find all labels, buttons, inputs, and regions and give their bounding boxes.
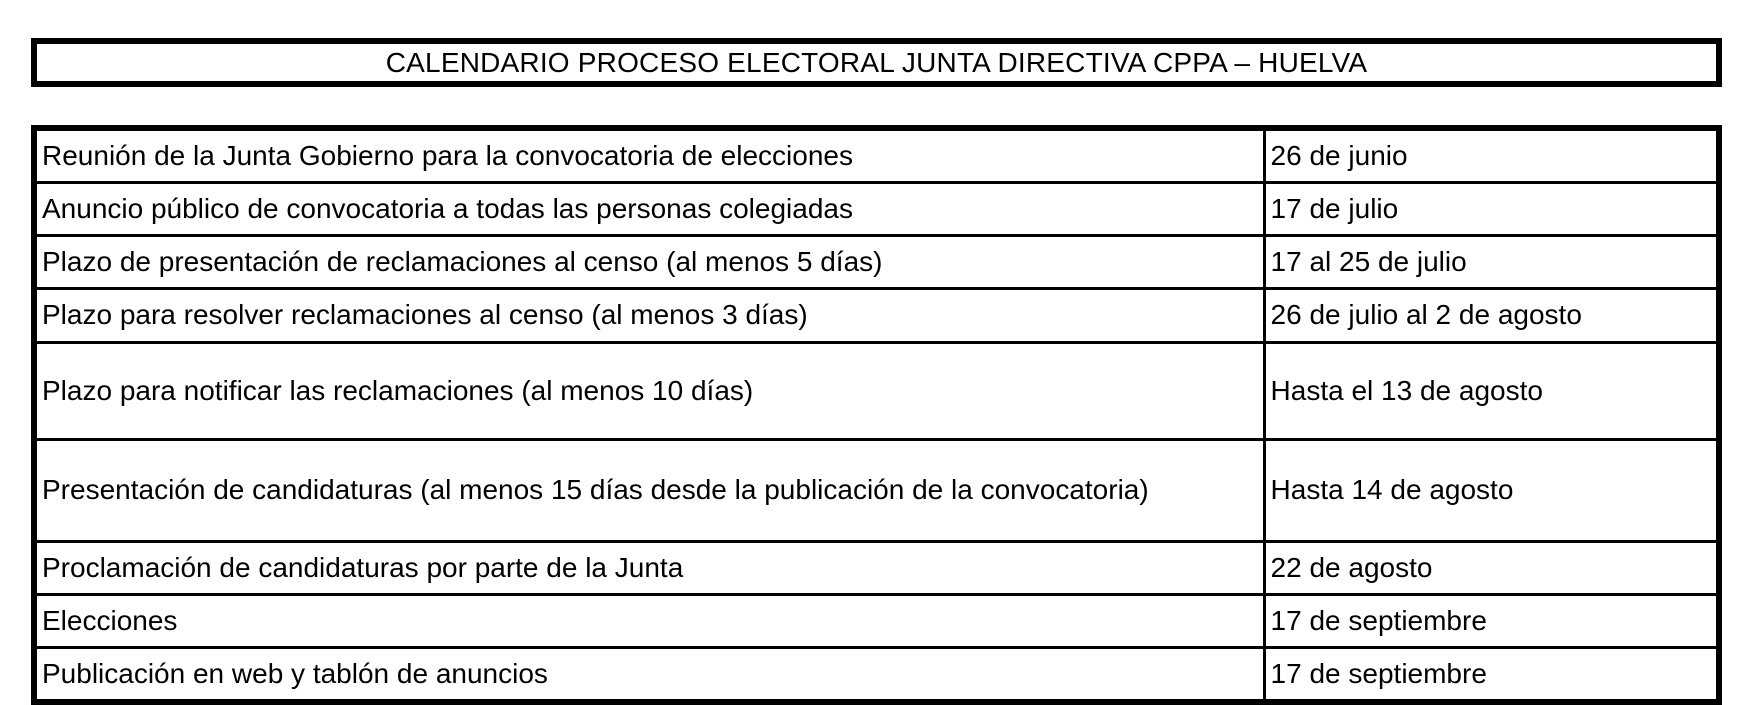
title-box: CALENDARIO PROCESO ELECTORAL JUNTA DIREC… [31, 38, 1722, 87]
table-row: Presentación de candidaturas (al menos 1… [32, 437, 1721, 543]
date-cell: 26 de julio al 2 de agosto [1262, 287, 1721, 344]
table-row: Reunión de la Junta Gobierno para la con… [32, 126, 1721, 185]
date-cell: 17 de septiembre [1262, 645, 1721, 704]
calendar-table-body: Reunión de la Junta Gobierno para la con… [32, 126, 1721, 704]
activity-cell: Anuncio público de convocatoria a todas … [32, 181, 1266, 238]
activity-cell: Publicación en web y tablón de anuncios [32, 645, 1266, 704]
table-row: Plazo para resolver reclamaciones al cen… [32, 287, 1721, 344]
table-row: Anuncio público de convocatoria a todas … [32, 181, 1721, 238]
activity-cell: Proclamación de candidaturas por parte d… [32, 539, 1266, 596]
date-cell: 17 de septiembre [1262, 592, 1721, 649]
table-row: Proclamación de candidaturas por parte d… [32, 539, 1721, 596]
activity-cell: Elecciones [32, 592, 1266, 649]
activity-cell: Presentación de candidaturas (al menos 1… [32, 437, 1266, 543]
electoral-calendar-table: Reunión de la Junta Gobierno para la con… [31, 125, 1722, 705]
table-row: Plazo para notificar las reclamaciones (… [32, 340, 1721, 441]
table-row: Publicación en web y tablón de anuncios … [32, 645, 1721, 704]
date-cell: 22 de agosto [1262, 539, 1721, 596]
date-cell: 26 de junio [1262, 126, 1721, 185]
date-cell: Hasta el 13 de agosto [1262, 340, 1721, 441]
activity-cell: Plazo para resolver reclamaciones al cen… [32, 287, 1266, 344]
date-cell: 17 de julio [1262, 181, 1721, 238]
activity-cell: Reunión de la Junta Gobierno para la con… [32, 126, 1266, 185]
table-row: Plazo de presentación de reclamaciones a… [32, 234, 1721, 291]
page-title: CALENDARIO PROCESO ELECTORAL JUNTA DIREC… [385, 46, 1368, 78]
activity-cell: Plazo para notificar las reclamaciones (… [32, 340, 1266, 441]
activity-cell: Plazo de presentación de reclamaciones a… [32, 234, 1266, 291]
table-row: Elecciones 17 de septiembre [32, 592, 1721, 649]
date-cell: 17 al 25 de julio [1262, 234, 1721, 291]
date-cell: Hasta 14 de agosto [1262, 437, 1721, 543]
